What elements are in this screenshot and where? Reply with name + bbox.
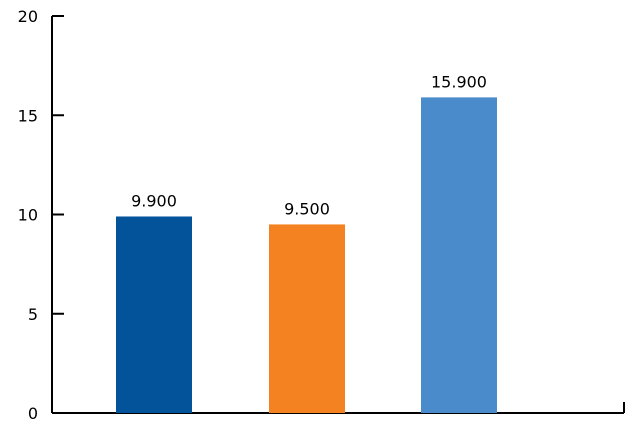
bar-value-label: 9.500 [284,199,330,218]
y-tick-label: 0 [28,404,38,423]
bar-value-label: 9.900 [131,191,177,210]
y-axis: 0 5 10 15 20 [18,7,64,423]
bar [116,216,192,413]
y-tick-label: 15 [18,106,38,125]
y-tick-label: 20 [18,7,38,26]
data-labels: 9.900 9.500 15.900 [131,72,487,218]
bar [269,224,345,413]
bars [116,97,497,413]
y-tick-label: 5 [28,305,38,324]
bar-value-label: 15.900 [431,72,487,91]
y-tick-label: 10 [18,206,38,225]
bar [421,97,497,413]
